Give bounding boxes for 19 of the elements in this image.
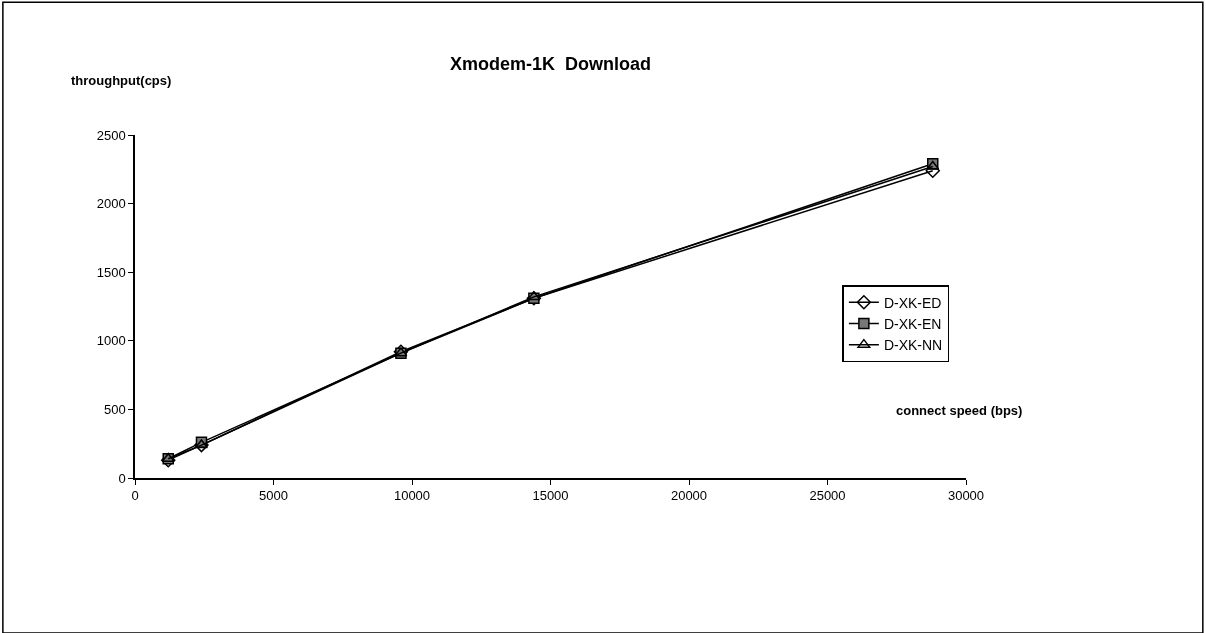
legend-label: D-XK-EN: [883, 315, 942, 332]
legend-label: D-XK-NN: [883, 337, 943, 354]
x-tick-label: 25000: [809, 488, 846, 504]
y-tick-label: 1000: [96, 333, 126, 349]
legend-label: D-XK-ED: [883, 294, 942, 311]
x-tick-label: 15000: [532, 488, 569, 504]
y-tick-label: 2000: [96, 196, 126, 212]
x-tick-label: 20000: [670, 488, 708, 504]
x-tick-label: 10000: [393, 488, 431, 504]
x-axis-title: connect speed (bps): [896, 403, 1023, 418]
x-tick-label: 0: [131, 488, 139, 504]
x-tick-label: 30000: [947, 488, 985, 504]
y-tick-label: 0: [118, 470, 126, 486]
chart-title: Xmodem-1K Download: [449, 53, 652, 74]
y-tick-label: 2500: [96, 127, 126, 143]
x-tick-label: 5000: [259, 488, 288, 504]
y-tick-label: 1500: [96, 264, 126, 280]
y-axis-title: throughput(cps): [71, 73, 172, 88]
y-tick-label: 500: [103, 401, 126, 417]
